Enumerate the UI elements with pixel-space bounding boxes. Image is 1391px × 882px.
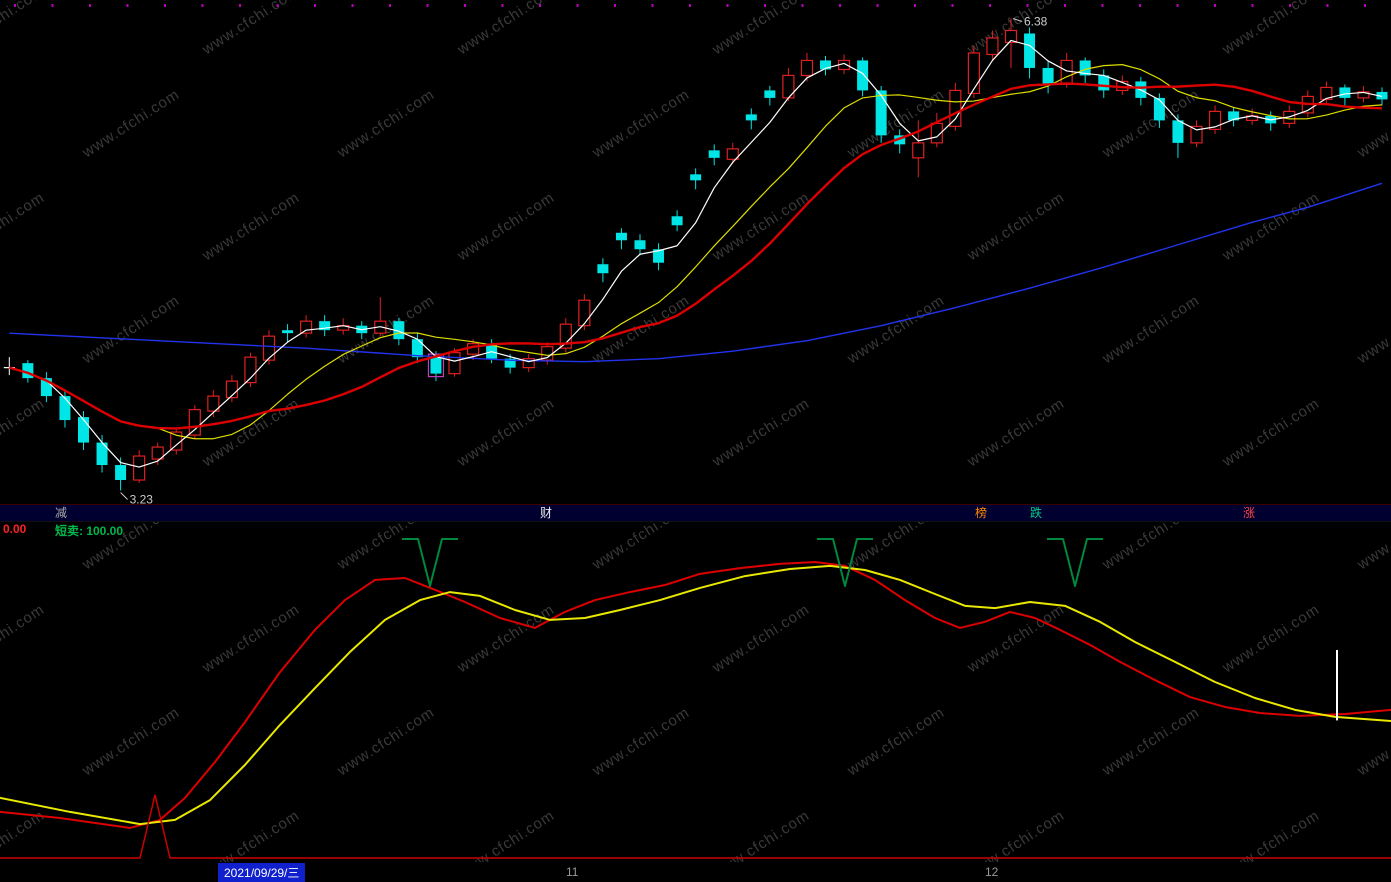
indicator-value-red: 0.00 [3,522,27,536]
axis-month-label: 12 [985,865,999,879]
main-candlestick-chart[interactable]: 6.38 3.23 [0,0,1391,504]
high-price-label: 6.38 [1024,14,1048,28]
high-label-pointer [1012,18,1023,22]
green-v-marker [402,538,458,587]
indicator-chart[interactable] [0,537,1391,862]
green-v-marker [817,538,873,587]
status-bar-item-2[interactable]: 榜 [975,506,988,520]
green-v-marker [1047,538,1103,587]
low-label-pointer [120,492,128,500]
status-bar-item-1[interactable]: 财 [540,506,553,520]
purple-marker-box [427,353,445,378]
ma-blue-line [9,182,1383,363]
status-bar-item-4[interactable]: 涨 [1243,506,1256,520]
low-price-label: 3.23 [130,493,154,504]
status-bar: 减财榜跌涨 [0,504,1391,522]
ma-red-line [8,82,1383,430]
candles-layer [3,18,1388,491]
axis-month-label: 11 [566,865,579,879]
indicator-value-green: 短卖: 100.00 [55,524,124,538]
ma-white-line [9,39,1383,468]
status-bar-item-0[interactable]: 减 [55,506,68,520]
ma-yellow-line [9,64,1383,440]
indicator-red-line [0,561,1391,829]
signal-baseline-with-spike [0,794,1391,859]
indicator-header: 0.00 短卖: 100.00 [0,521,1391,538]
indicator-yellow-line [0,564,1391,826]
status-bar-item-3[interactable]: 跌 [1030,506,1043,520]
period-dots [14,4,1366,7]
time-axis: 2021/09/29/三 11 12 [0,862,1391,882]
date-label: 2021/09/29/三 [218,863,306,882]
